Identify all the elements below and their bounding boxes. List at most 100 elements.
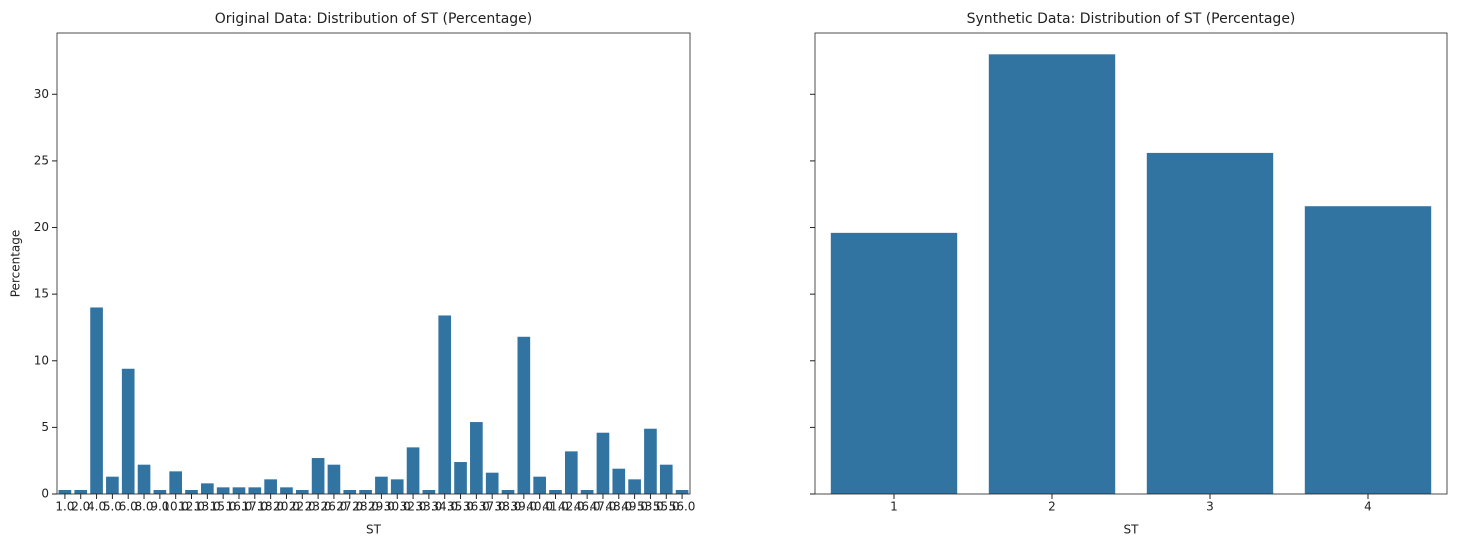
- x-axis-label: ST: [366, 523, 382, 537]
- bar: [232, 487, 246, 494]
- x-tick-label: 4: [1364, 500, 1372, 514]
- bar: [359, 490, 372, 494]
- bar: [216, 487, 230, 494]
- x-tick-label: 8.0: [134, 500, 153, 514]
- bar: [74, 490, 88, 494]
- x-tick-label: 36.0: [463, 500, 490, 514]
- x-tick-label: 15.0: [210, 500, 237, 514]
- bar: [517, 336, 531, 494]
- bar: [264, 479, 277, 494]
- x-tick-label: 32.0: [400, 500, 427, 514]
- bar: [830, 232, 958, 495]
- x-tick-label: 39.0: [510, 500, 537, 514]
- bar: [406, 447, 420, 494]
- x-tick-label: 27.0: [336, 500, 363, 514]
- bar: [422, 490, 436, 494]
- x-tick-label: 55.0: [653, 500, 680, 514]
- bar: [1146, 152, 1274, 494]
- bar: [1304, 206, 1432, 494]
- y-tick-label: 5: [41, 420, 49, 434]
- bar: [470, 422, 483, 494]
- bar: [659, 464, 673, 494]
- x-tick-label: 4.0: [87, 500, 106, 514]
- y-tick-label: 30: [34, 87, 49, 101]
- x-axis-label: ST: [1124, 523, 1140, 537]
- x-tick-label: 1: [890, 500, 898, 514]
- bar: [501, 490, 515, 494]
- bar: [58, 490, 72, 494]
- bar: [201, 483, 214, 494]
- x-tick-label: 33.0: [416, 500, 443, 514]
- bar: [311, 458, 325, 494]
- x-tick-label: 46.0: [574, 500, 601, 514]
- x-tick-label: 56.0: [669, 500, 696, 514]
- bar: [90, 307, 103, 494]
- bar: [169, 471, 183, 494]
- x-tick-label: 9.0: [150, 500, 169, 514]
- x-tick-label: 30.0: [384, 500, 411, 514]
- bar: [596, 432, 610, 494]
- x-tick-label: 5.0: [103, 500, 122, 514]
- x-tick-label: 49.0: [621, 500, 648, 514]
- x-tick-label: 34.0: [431, 500, 458, 514]
- x-tick-label: 13.0: [194, 500, 221, 514]
- x-tick-label: 18.0: [257, 500, 284, 514]
- x-tick-label: 42.0: [558, 500, 585, 514]
- x-tick-label: 38.0: [495, 500, 522, 514]
- chart-title: Synthetic Data: Distribution of ST (Perc…: [967, 11, 1296, 27]
- x-tick-label: 35.0: [447, 500, 474, 514]
- bar: [121, 368, 135, 494]
- bar: [153, 490, 167, 494]
- bar: [675, 490, 689, 494]
- x-tick-label: 23.0: [305, 500, 332, 514]
- bar: [564, 451, 578, 494]
- x-tick-label: 2: [1048, 500, 1056, 514]
- x-tick-label: 16.0: [226, 500, 253, 514]
- x-tick-label: 6.0: [119, 500, 138, 514]
- bar: [343, 490, 357, 494]
- x-tick-label: 48.0: [605, 500, 632, 514]
- x-tick-label: 37.0: [479, 500, 506, 514]
- y-tick-label: 10: [34, 353, 49, 367]
- x-tick-label: 22.0: [289, 500, 316, 514]
- x-tick-label: 20.0: [273, 500, 300, 514]
- bar: [185, 490, 198, 494]
- axes-frame: [56, 32, 691, 495]
- chart-title: Original Data: Distribution of ST (Perce…: [215, 11, 532, 27]
- x-tick-label: 1.0: [55, 500, 74, 514]
- bar: [390, 479, 404, 494]
- bar: [549, 490, 562, 494]
- x-tick-label: 12.0: [178, 500, 205, 514]
- x-tick-label: 10.0: [162, 500, 189, 514]
- y-axis-label: Percentage: [9, 230, 23, 298]
- bar: [644, 428, 657, 494]
- x-tick-label: 2.0: [71, 500, 90, 514]
- bar: [580, 490, 594, 494]
- bar: [988, 54, 1116, 494]
- bar: [628, 479, 641, 494]
- bar: [106, 476, 119, 494]
- bar: [280, 487, 293, 494]
- x-tick-label: 29.0: [368, 500, 395, 514]
- x-tick-label: 47.0: [590, 500, 617, 514]
- bar: [137, 464, 151, 494]
- x-tick-label: 53.0: [637, 500, 664, 514]
- y-tick-label: 25: [34, 153, 49, 167]
- axes-frame: [814, 32, 1448, 495]
- x-tick-label: 26.0: [321, 500, 348, 514]
- x-tick-label: 40.0: [526, 500, 553, 514]
- y-tick-label: 0: [41, 487, 49, 501]
- x-tick-label: 28.0: [352, 500, 379, 514]
- bar: [533, 476, 546, 494]
- x-tick-label: 41.0: [542, 500, 569, 514]
- y-tick-label: 20: [34, 220, 49, 234]
- bar: [612, 468, 626, 494]
- bar: [438, 315, 452, 494]
- x-tick-label: 17.0: [241, 500, 268, 514]
- bar: [375, 476, 388, 494]
- bar: [248, 487, 262, 494]
- bar: [327, 464, 341, 494]
- x-tick-label: 3: [1206, 500, 1214, 514]
- bar: [485, 472, 499, 494]
